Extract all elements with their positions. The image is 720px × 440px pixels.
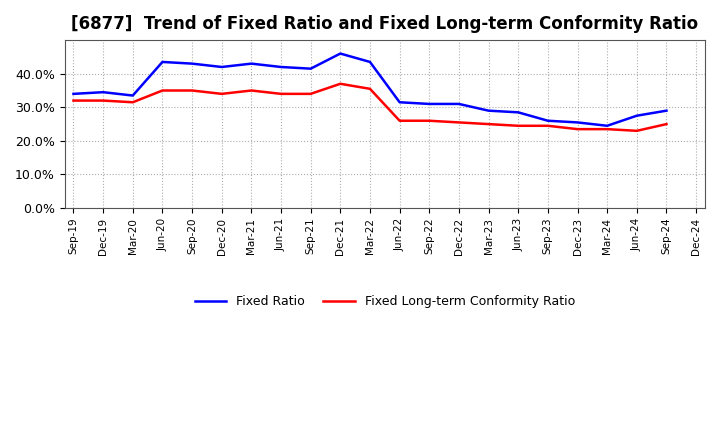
Fixed Long-term Conformity Ratio bbox=[188, 88, 197, 93]
Fixed Ratio bbox=[454, 101, 463, 106]
Fixed Ratio bbox=[603, 123, 611, 128]
Fixed Ratio bbox=[366, 59, 374, 65]
Fixed Long-term Conformity Ratio bbox=[603, 126, 611, 132]
Fixed Ratio bbox=[306, 66, 315, 71]
Fixed Long-term Conformity Ratio bbox=[217, 91, 226, 96]
Fixed Ratio bbox=[514, 110, 523, 115]
Fixed Ratio bbox=[336, 51, 345, 56]
Line: Fixed Long-term Conformity Ratio: Fixed Long-term Conformity Ratio bbox=[73, 84, 667, 131]
Title: [6877]  Trend of Fixed Ratio and Fixed Long-term Conformity Ratio: [6877] Trend of Fixed Ratio and Fixed Lo… bbox=[71, 15, 698, 33]
Fixed Ratio bbox=[632, 113, 641, 118]
Fixed Ratio bbox=[217, 64, 226, 70]
Fixed Ratio bbox=[247, 61, 256, 66]
Legend: Fixed Ratio, Fixed Long-term Conformity Ratio: Fixed Ratio, Fixed Long-term Conformity … bbox=[189, 290, 580, 313]
Fixed Long-term Conformity Ratio bbox=[276, 91, 285, 96]
Fixed Long-term Conformity Ratio bbox=[69, 98, 78, 103]
Fixed Ratio bbox=[99, 90, 107, 95]
Fixed Long-term Conformity Ratio bbox=[454, 120, 463, 125]
Fixed Ratio bbox=[425, 101, 433, 106]
Fixed Long-term Conformity Ratio bbox=[632, 128, 641, 133]
Fixed Ratio bbox=[158, 59, 167, 65]
Fixed Long-term Conformity Ratio bbox=[99, 98, 107, 103]
Fixed Long-term Conformity Ratio bbox=[573, 126, 582, 132]
Fixed Long-term Conformity Ratio bbox=[544, 123, 552, 128]
Fixed Long-term Conformity Ratio bbox=[158, 88, 167, 93]
Fixed Long-term Conformity Ratio bbox=[395, 118, 404, 123]
Fixed Long-term Conformity Ratio bbox=[366, 86, 374, 92]
Line: Fixed Ratio: Fixed Ratio bbox=[73, 54, 667, 126]
Fixed Long-term Conformity Ratio bbox=[514, 123, 523, 128]
Fixed Ratio bbox=[485, 108, 493, 114]
Fixed Ratio bbox=[69, 91, 78, 96]
Fixed Long-term Conformity Ratio bbox=[306, 91, 315, 96]
Fixed Ratio bbox=[188, 61, 197, 66]
Fixed Long-term Conformity Ratio bbox=[485, 121, 493, 127]
Fixed Ratio bbox=[544, 118, 552, 123]
Fixed Long-term Conformity Ratio bbox=[425, 118, 433, 123]
Fixed Ratio bbox=[276, 64, 285, 70]
Fixed Long-term Conformity Ratio bbox=[662, 121, 671, 127]
Fixed Ratio bbox=[573, 120, 582, 125]
Fixed Long-term Conformity Ratio bbox=[128, 99, 137, 105]
Fixed Long-term Conformity Ratio bbox=[336, 81, 345, 86]
Fixed Ratio bbox=[395, 99, 404, 105]
Fixed Ratio bbox=[662, 108, 671, 114]
Fixed Ratio bbox=[128, 93, 137, 98]
Fixed Long-term Conformity Ratio bbox=[247, 88, 256, 93]
